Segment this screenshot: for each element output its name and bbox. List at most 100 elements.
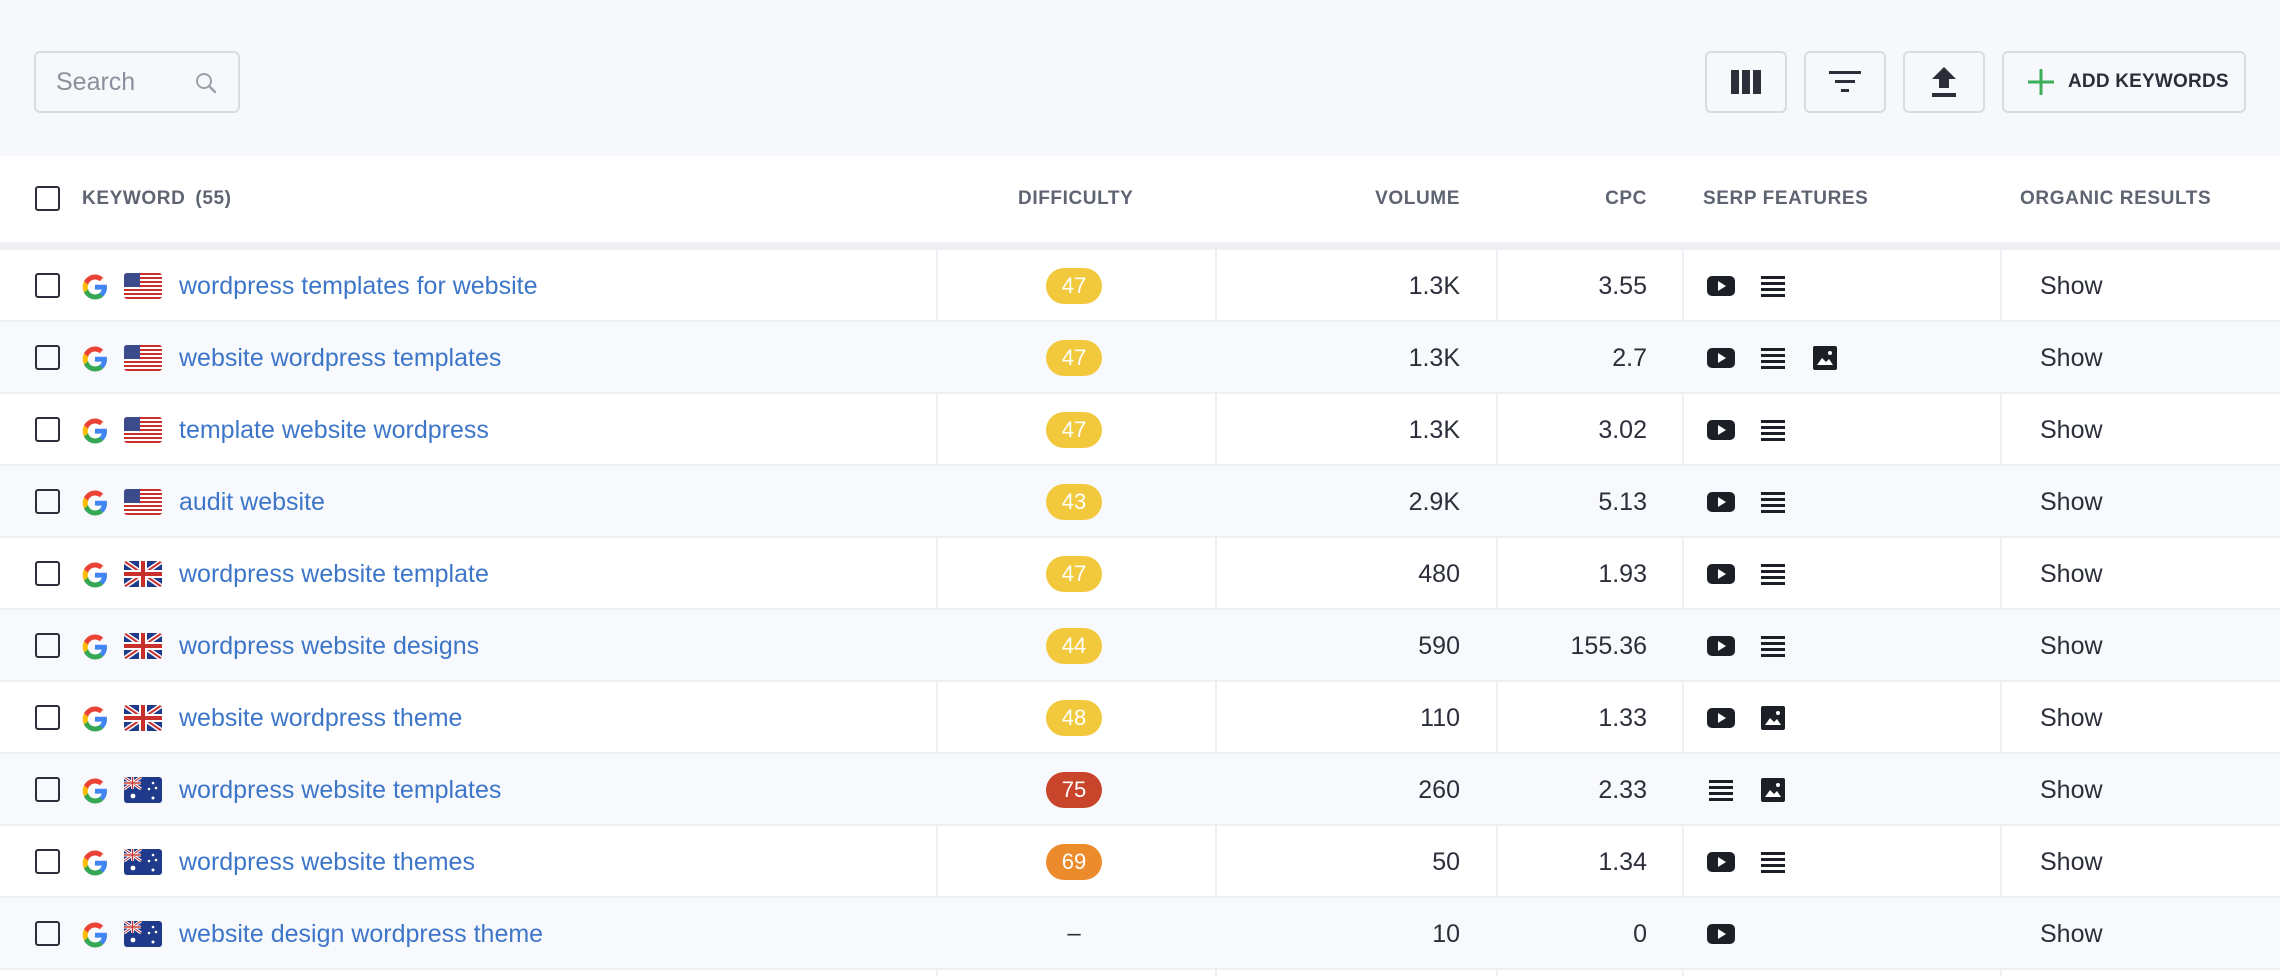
add-keywords-label: ADD KEYWORDS xyxy=(2068,71,2229,92)
table-row: wordpress templates for website 47 1.3K 3.5… xyxy=(0,250,2280,322)
header-cpc[interactable]: CPC xyxy=(1605,188,1647,209)
list-icon xyxy=(1758,487,1788,517)
serp-features xyxy=(1706,826,1788,898)
difficulty-badge: 47 xyxy=(1046,340,1102,376)
keyword-link[interactable]: template website wordpress xyxy=(179,415,489,444)
column-divider xyxy=(1215,156,1217,976)
serp-features xyxy=(1706,610,1788,682)
image-icon xyxy=(1758,703,1788,733)
list-icon xyxy=(1758,271,1788,301)
google-icon xyxy=(80,272,110,302)
video-icon xyxy=(1706,487,1736,517)
row-checkbox[interactable] xyxy=(35,273,60,298)
row-checkbox[interactable] xyxy=(35,489,60,514)
keyword-link[interactable]: website design wordpress theme xyxy=(179,919,544,948)
show-organic-results-button[interactable]: Show xyxy=(2040,703,2103,732)
plus-icon xyxy=(2028,69,2054,95)
export-button[interactable] xyxy=(1903,51,1985,113)
difficulty-badge: 47 xyxy=(1046,268,1102,304)
table-row: wordpress website template 47 480 1.93 Show xyxy=(0,538,2280,610)
google-icon xyxy=(80,344,110,374)
list-icon xyxy=(1706,775,1736,805)
keyword-link[interactable]: wordpress website templates xyxy=(179,775,502,804)
search-box[interactable] xyxy=(34,51,240,113)
column-divider xyxy=(1496,156,1498,976)
uk-flag xyxy=(124,561,162,587)
show-organic-results-button[interactable]: Show xyxy=(2040,343,2103,372)
keyword-link[interactable]: website wordpress theme xyxy=(179,703,463,732)
row-checkbox[interactable] xyxy=(35,777,60,802)
volume-value: 50 xyxy=(1432,847,1460,876)
list-icon xyxy=(1758,559,1788,589)
table-row: website wordpress templates 47 1.3K 2.7 Show xyxy=(0,322,2280,394)
header-organic-results: ORGANIC RESULTS xyxy=(2020,188,2212,209)
search-input[interactable] xyxy=(56,67,196,97)
show-organic-results-button[interactable]: Show xyxy=(2040,847,2103,876)
row-checkbox[interactable] xyxy=(35,417,60,442)
show-organic-results-button[interactable]: Show xyxy=(2040,271,2103,300)
row-checkbox[interactable] xyxy=(35,705,60,730)
cpc-value: 0 xyxy=(1633,919,1647,948)
row-checkbox[interactable] xyxy=(35,345,60,370)
serp-features xyxy=(1706,538,1788,610)
row-checkbox[interactable] xyxy=(35,921,60,946)
show-organic-results-button[interactable]: Show xyxy=(2040,631,2103,660)
serp-features xyxy=(1706,466,1788,538)
cpc-value: 1.93 xyxy=(1598,559,1647,588)
video-icon xyxy=(1706,919,1736,949)
row-checkbox[interactable] xyxy=(35,561,60,586)
show-organic-results-button[interactable]: Show xyxy=(2040,775,2103,804)
row-checkbox[interactable] xyxy=(35,633,60,658)
show-organic-results-button[interactable]: Show xyxy=(2040,415,2103,444)
filter-button[interactable] xyxy=(1804,51,1886,113)
show-organic-results-button[interactable]: Show xyxy=(2040,487,2103,516)
volume-value: 260 xyxy=(1418,775,1460,804)
list-icon xyxy=(1758,343,1788,373)
keyword-link[interactable]: wordpress website themes xyxy=(179,847,475,876)
keyword-link[interactable]: website wordpress templates xyxy=(179,343,502,372)
column-divider xyxy=(936,156,938,976)
video-icon xyxy=(1706,271,1736,301)
google-icon xyxy=(80,920,110,950)
keyword-count: (55) xyxy=(195,188,232,209)
keyword-link[interactable]: wordpress website designs xyxy=(179,631,480,660)
select-all-checkbox[interactable] xyxy=(35,186,60,211)
row-checkbox[interactable] xyxy=(35,849,60,874)
search-icon[interactable] xyxy=(194,71,218,95)
us-flag xyxy=(124,417,162,443)
difficulty-badge: 69 xyxy=(1046,844,1102,880)
difficulty-badge: 44 xyxy=(1046,628,1102,664)
google-icon xyxy=(80,848,110,878)
volume-value: 480 xyxy=(1418,559,1460,588)
keyword-link[interactable]: wordpress templates for website xyxy=(179,271,538,300)
volume-value: 110 xyxy=(1420,703,1460,732)
video-icon xyxy=(1706,343,1736,373)
header-difficulty[interactable]: DIFFICULTY xyxy=(1018,188,1134,209)
serp-features xyxy=(1706,754,1788,826)
show-organic-results-button[interactable]: Show xyxy=(2040,559,2103,588)
table-row: wordpress website designs 44 590 155.36 Show xyxy=(0,610,2280,682)
keyword-link[interactable]: wordpress website template xyxy=(179,559,489,588)
table-row: audit website 43 2.9K 5.13 Show xyxy=(0,466,2280,538)
google-icon xyxy=(80,704,110,734)
video-icon xyxy=(1706,703,1736,733)
header-keyword[interactable]: KEYWORD (55) xyxy=(82,156,232,242)
cpc-value: 2.7 xyxy=(1612,343,1647,372)
list-icon xyxy=(1758,415,1788,445)
table-row: website wordpress theme 48 110 1.33 Show xyxy=(0,682,2280,754)
columns-button[interactable] xyxy=(1705,51,1787,113)
table-row: wordpress website themes 69 50 1.34 Show xyxy=(0,826,2280,898)
cpc-value: 1.34 xyxy=(1598,847,1647,876)
difficulty-badge: 47 xyxy=(1046,412,1102,448)
difficulty-badge: – xyxy=(1067,920,1081,947)
cpc-value: 3.55 xyxy=(1598,271,1647,300)
add-keywords-button[interactable]: ADD KEYWORDS xyxy=(2002,51,2246,113)
difficulty-badge: 75 xyxy=(1046,772,1102,808)
header-volume[interactable]: VOLUME xyxy=(1375,188,1460,209)
keyword-link[interactable]: audit website xyxy=(179,487,325,516)
show-organic-results-button[interactable]: Show xyxy=(2040,919,2103,948)
uk-flag xyxy=(124,633,162,659)
list-icon xyxy=(1758,847,1788,877)
serp-features xyxy=(1706,394,1788,466)
volume-value: 1.3K xyxy=(1408,343,1460,372)
